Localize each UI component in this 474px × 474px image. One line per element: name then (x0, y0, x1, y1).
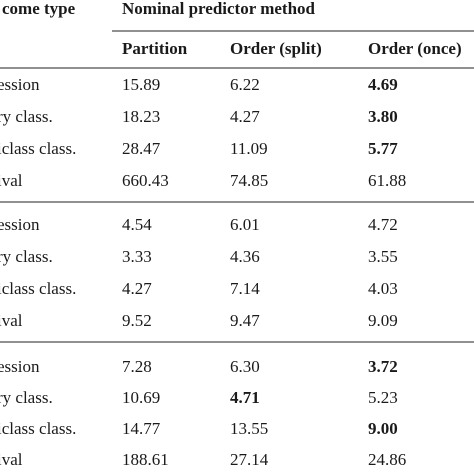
cell: 7.28 (122, 357, 152, 376)
cell: 9.09 (368, 311, 398, 330)
row-label: iclass class. (0, 279, 76, 298)
cell: 660.43 (122, 171, 169, 190)
cell: 4.54 (122, 215, 152, 234)
cell: 15.89 (122, 75, 160, 94)
cell: 5.23 (368, 388, 398, 407)
cell: 5.77 (368, 139, 398, 158)
cell: 24.86 (368, 450, 406, 469)
cell: 27.14 (230, 450, 269, 469)
cell: 6.01 (230, 215, 260, 234)
cell: 6.22 (230, 75, 260, 94)
cell: 4.03 (368, 279, 398, 298)
row-label: ival (0, 450, 23, 469)
column-header: Order (split) (230, 39, 322, 58)
cell: 4.69 (368, 75, 398, 94)
column-header: Order (once) (368, 39, 462, 58)
cell: 4.27 (122, 279, 152, 298)
cell: 11.09 (230, 139, 268, 158)
stub-header: come type (2, 0, 76, 18)
cell: 28.47 (122, 139, 161, 158)
group-header: Nominal predictor method (122, 0, 316, 18)
cell: 4.36 (230, 247, 260, 266)
cell: 13.55 (230, 419, 268, 438)
cell: 6.30 (230, 357, 260, 376)
row-label: ry class. (0, 388, 53, 407)
row-label: ry class. (0, 107, 53, 126)
cell: 9.47 (230, 311, 260, 330)
row-label: ession (0, 357, 40, 376)
row-label: ession (0, 75, 40, 94)
row-label: ival (0, 171, 23, 190)
cell: 74.85 (230, 171, 268, 190)
row-label: iclass class. (0, 139, 76, 158)
cell: 14.77 (122, 419, 161, 438)
cell: 3.33 (122, 247, 152, 266)
cell: 61.88 (368, 171, 406, 190)
cell: 9.52 (122, 311, 152, 330)
row-label: ession (0, 215, 40, 234)
cell: 4.72 (368, 215, 398, 234)
cell: 3.72 (368, 357, 398, 376)
cell: 4.71 (230, 388, 260, 407)
cell: 9.00 (368, 419, 398, 438)
cell: 3.80 (368, 107, 398, 126)
row-label: ival (0, 311, 23, 330)
cell: 188.61 (122, 450, 169, 469)
cell: 18.23 (122, 107, 160, 126)
row-label: ry class. (0, 247, 53, 266)
column-header: Partition (122, 39, 188, 58)
cell: 7.14 (230, 279, 260, 298)
cell: 3.55 (368, 247, 398, 266)
cell: 4.27 (230, 107, 260, 126)
cell: 10.69 (122, 388, 160, 407)
row-label: iclass class. (0, 419, 76, 438)
